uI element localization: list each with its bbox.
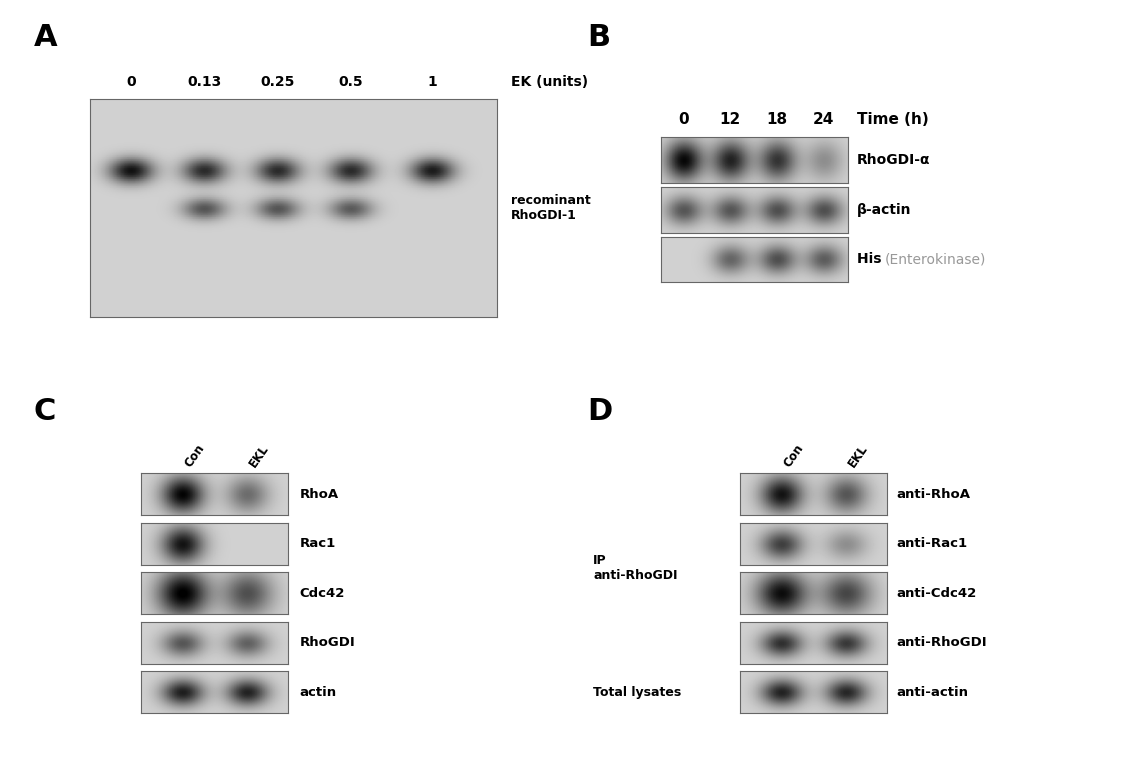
Text: RhoA: RhoA xyxy=(299,488,339,501)
Text: IP
anti-RhoGDI: IP anti-RhoGDI xyxy=(593,555,678,582)
Text: anti-actin: anti-actin xyxy=(896,686,968,699)
Text: anti-RhoGDI: anti-RhoGDI xyxy=(896,636,986,649)
Text: Con: Con xyxy=(781,441,807,469)
Text: Rac1: Rac1 xyxy=(299,537,336,550)
Text: Cdc42: Cdc42 xyxy=(299,587,345,600)
Text: B: B xyxy=(588,23,610,52)
Text: β-actin: β-actin xyxy=(857,203,911,217)
Text: A: A xyxy=(34,23,58,52)
Text: 18: 18 xyxy=(766,112,788,127)
Text: Time (h): Time (h) xyxy=(857,112,928,127)
Text: actin: actin xyxy=(299,686,337,699)
Text: 0.5: 0.5 xyxy=(339,76,363,89)
Text: 24: 24 xyxy=(812,112,834,127)
Text: D: D xyxy=(588,397,612,426)
Text: 0.25: 0.25 xyxy=(260,76,295,89)
Text: 0: 0 xyxy=(127,76,136,89)
Text: 12: 12 xyxy=(720,112,740,127)
Text: EKL: EKL xyxy=(846,442,871,469)
Text: RhoGDI-α: RhoGDI-α xyxy=(857,153,930,167)
Text: 1: 1 xyxy=(427,76,437,89)
Text: C: C xyxy=(34,397,56,426)
Text: anti-Cdc42: anti-Cdc42 xyxy=(896,587,976,600)
Text: anti-Rac1: anti-Rac1 xyxy=(896,537,967,550)
Text: Con: Con xyxy=(182,441,208,469)
Text: His: His xyxy=(857,253,886,266)
Text: 0: 0 xyxy=(678,112,689,127)
Text: recominant
RhoGDI-1: recominant RhoGDI-1 xyxy=(511,194,591,222)
Text: Total lysates: Total lysates xyxy=(593,686,681,699)
Text: anti-RhoA: anti-RhoA xyxy=(896,488,970,501)
Text: (Enterokinase): (Enterokinase) xyxy=(885,253,986,266)
Text: EK (units): EK (units) xyxy=(511,76,588,89)
Text: EKL: EKL xyxy=(247,442,272,469)
Text: 0.13: 0.13 xyxy=(188,76,221,89)
Text: RhoGDI: RhoGDI xyxy=(299,636,355,649)
